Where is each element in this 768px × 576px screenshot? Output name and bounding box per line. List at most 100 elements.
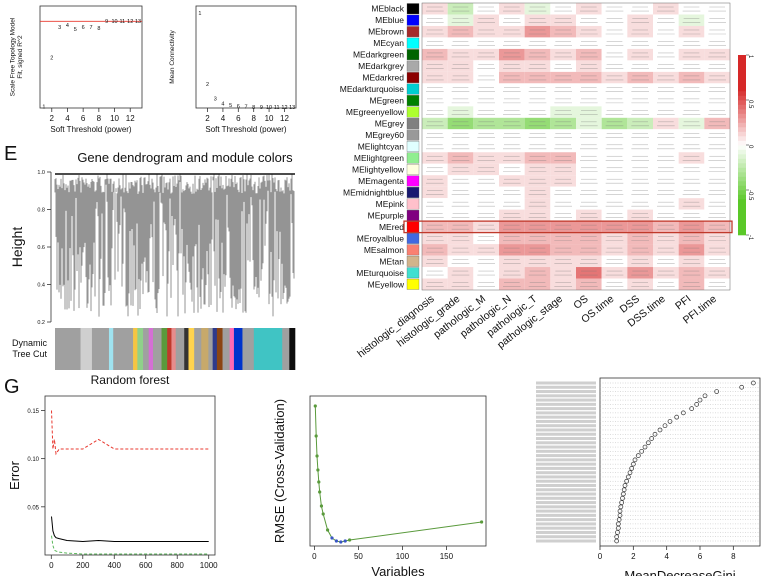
heat-cell: [473, 186, 499, 199]
heat-cell: [627, 3, 653, 15]
point-label: 10: [266, 105, 272, 111]
module-swatch: [406, 26, 420, 38]
heat-cell: [499, 14, 525, 26]
heat-cell: [447, 232, 474, 245]
heat-cell: [550, 278, 576, 290]
heat-cell: [550, 106, 576, 118]
row-label: MEroyalblue: [357, 233, 405, 243]
heat-cell: [653, 37, 679, 49]
module-color-band: [289, 328, 296, 370]
heat-cell: [627, 60, 653, 72]
heat-cell: [678, 198, 705, 210]
plot-frame: [39, 5, 143, 109]
heat-cell: [550, 14, 576, 26]
variable-name-blur: [536, 454, 596, 458]
dot: [680, 410, 686, 416]
point-label: 7: [244, 105, 247, 111]
heat-cell: [627, 117, 653, 130]
heat-cell: [499, 152, 525, 164]
point-label: 3: [58, 25, 61, 31]
heat-cell: [524, 267, 551, 279]
heat-cell: [704, 163, 730, 176]
colorbar-step: [738, 136, 746, 141]
series-marker: [339, 540, 343, 544]
colorbar-tick-label: -0.5: [747, 190, 753, 201]
heat-cell: [627, 278, 653, 290]
heat-cell: [422, 255, 448, 268]
module-color-band: [282, 328, 290, 370]
heat-cell: [678, 267, 705, 279]
dot: [645, 440, 651, 446]
heat-cell: [704, 94, 730, 107]
heat-cell: [576, 186, 602, 199]
heat-cell: [627, 267, 653, 279]
row-label: MEtan: [379, 256, 404, 266]
module-color-band: [253, 328, 283, 370]
heat-cell: [499, 244, 525, 256]
colorbar-step: [738, 176, 746, 182]
heat-cell: [653, 244, 679, 256]
heat-cell: [447, 60, 474, 72]
colorbar-tick-label: 0.5: [747, 100, 753, 109]
y-tick-label: 0.4: [37, 283, 45, 289]
variable-name-blur: [536, 475, 596, 479]
colorbar-step: [738, 127, 746, 132]
point-label: 4: [66, 23, 69, 29]
variable-name-blur: [536, 381, 596, 385]
heat-cell: [601, 60, 628, 72]
row-label: MEdarkred: [362, 73, 404, 83]
heat-cell: [704, 175, 730, 187]
colorbar-step: [738, 185, 746, 191]
dot: [616, 517, 622, 522]
heat-cell: [704, 71, 730, 84]
variable-name-blur: [536, 488, 596, 492]
heat-cell: [473, 3, 499, 15]
variable-name-blur: [536, 428, 596, 432]
heat-cell: [627, 129, 653, 141]
series-line: [51, 516, 209, 543]
heat-cell: [653, 106, 679, 118]
heat-cell: [653, 48, 679, 61]
heat-cell: [704, 186, 730, 199]
module-color-band: [91, 328, 110, 370]
dot: [621, 487, 627, 493]
variable-name-blur: [536, 398, 596, 402]
dot: [702, 393, 708, 399]
heat-cell: [678, 255, 705, 268]
row-label: MEred: [379, 222, 404, 232]
heat-cell: [576, 163, 602, 176]
colorbar-step: [738, 140, 746, 146]
x-tick-label: 2: [50, 114, 55, 123]
heat-cell: [524, 117, 551, 130]
module-color-band: [188, 328, 195, 370]
variable-name-blur: [536, 449, 596, 453]
heat-cell: [550, 60, 576, 72]
plot-frame: [195, 5, 297, 109]
x-tick-label: 100: [396, 552, 410, 561]
heat-cell: [473, 25, 499, 38]
point-label: 6: [82, 25, 85, 31]
dot: [714, 389, 720, 394]
variable-name-blur: [536, 394, 596, 398]
heat-cell: [678, 244, 705, 256]
heat-cell: [550, 186, 576, 199]
variable-name-blur: [536, 466, 596, 470]
heat-cell: [601, 71, 628, 84]
heat-cell: [601, 163, 628, 176]
colorbar-tick-label: 1: [747, 55, 753, 59]
module-color-band: [148, 328, 154, 370]
heat-cell: [601, 267, 628, 279]
module-color-band: [201, 328, 209, 370]
variable-name-blur: [536, 539, 596, 543]
heat-cell: [422, 209, 448, 222]
heat-cell: [499, 37, 525, 49]
point-label: 1: [42, 104, 45, 110]
module-color-band: [143, 328, 150, 370]
heat-cell: [422, 83, 448, 95]
heat-cell: [473, 48, 499, 61]
heatmap-frame: [421, 2, 731, 291]
heat-cell: [447, 198, 474, 210]
module-color-band: [80, 328, 93, 370]
row-label: MEgreen: [370, 96, 405, 106]
variable-name-blur: [536, 419, 596, 423]
